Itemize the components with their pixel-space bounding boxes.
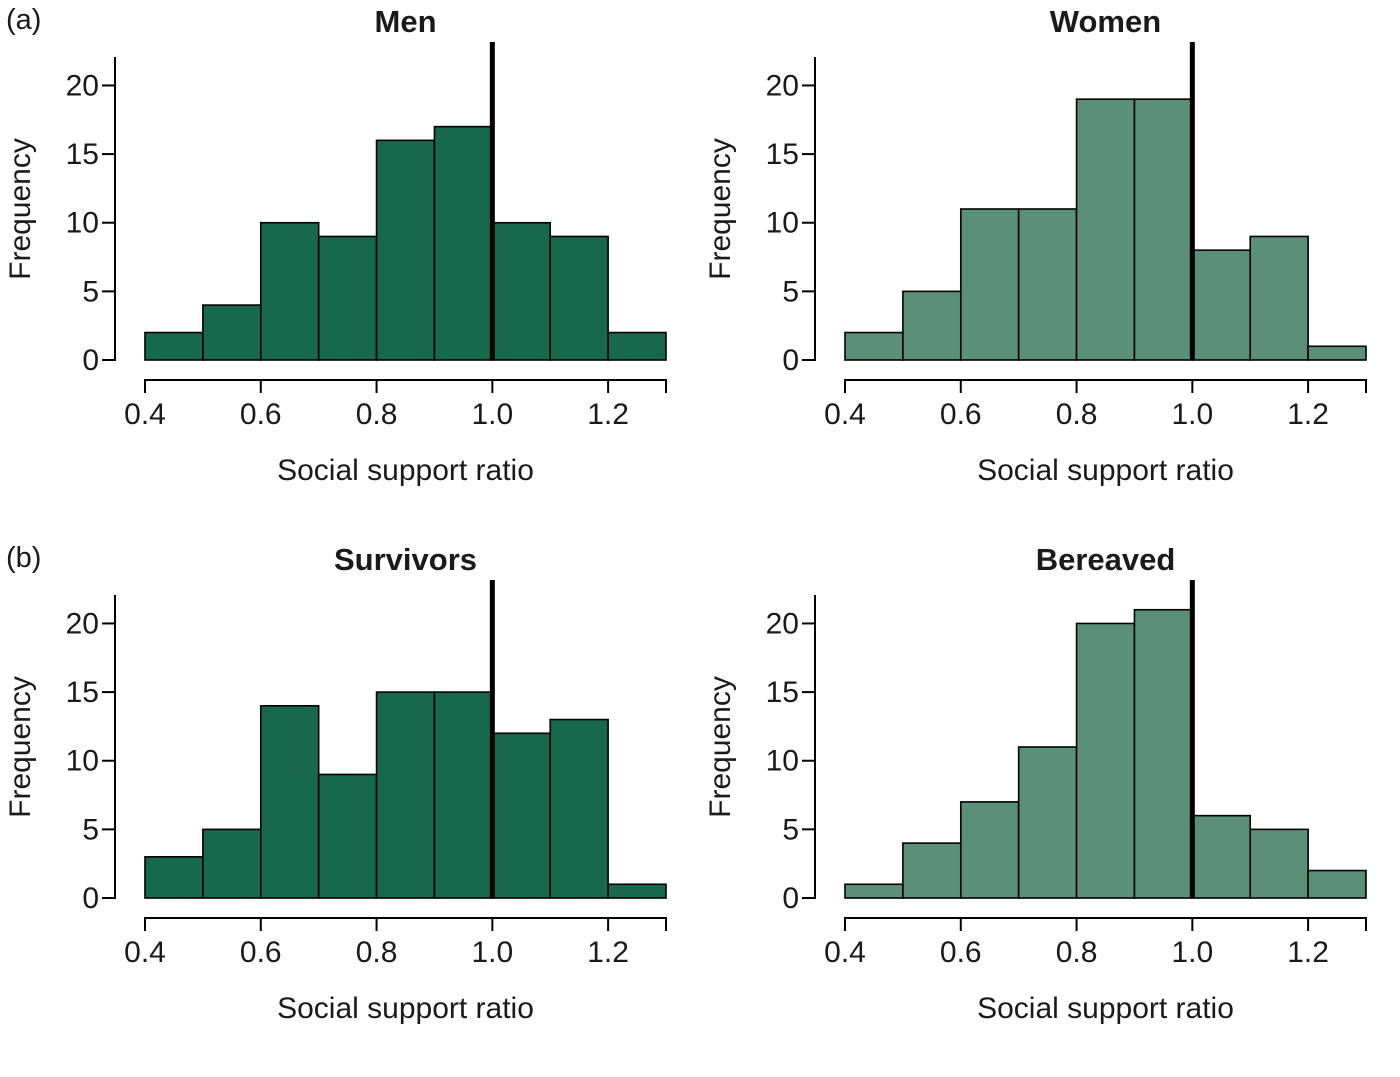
x-tick-label: 0.4 [124, 936, 166, 969]
histogram-bar [844, 883, 904, 899]
y-tick-label: 20 [66, 69, 99, 102]
men-plot-area: 0 5 10 15 20 0.4 0.6 0.8 1.0 1.2 Men Social support… [4, 4, 667, 487]
chart-title: Men [375, 4, 437, 39]
x-axis-label: Social support ratio [977, 454, 1234, 487]
x-axis-label: Social support ratio [277, 992, 534, 1025]
histogram-bar [375, 691, 436, 899]
y-axis-label: Frequency [4, 676, 37, 818]
x-tick-label: 0.6 [240, 398, 282, 431]
y-tick-label: 15 [766, 676, 799, 709]
histogram-bar [607, 331, 667, 361]
histogram-bar [549, 235, 609, 361]
histogram-bar [491, 221, 552, 361]
histogram-bar [433, 691, 494, 899]
y-tick-label: 15 [66, 676, 99, 709]
x-tick-label: 0.6 [240, 936, 282, 969]
panel-label-b: (b) [6, 542, 42, 574]
histogram-bar [959, 208, 1020, 361]
women-plot-area: 0 5 10 15 20 0.4 0.6 0.8 1.0 1.2 Women Social suppo… [704, 4, 1367, 487]
histogram-bar [1191, 249, 1252, 361]
x-tick-label: 0.4 [824, 398, 866, 431]
histogram-bar [1307, 869, 1367, 899]
x-tick-label: 1.2 [1287, 936, 1329, 969]
x-tick-label: 0.6 [940, 936, 982, 969]
panel-label-a: (a) [6, 4, 42, 36]
y-tick-label: 0 [82, 344, 99, 377]
x-tick-label: 1.0 [1171, 936, 1213, 969]
y-tick-label: 10 [766, 207, 799, 240]
histogram-bar [433, 125, 494, 361]
histogram-bar [259, 705, 320, 899]
y-tick-label: 5 [782, 813, 799, 846]
histogram-bar [549, 718, 609, 899]
y-tick-label: 15 [766, 138, 799, 171]
x-axis-label: Social support ratio [977, 992, 1234, 1025]
chart-title: Survivors [334, 542, 477, 577]
histogram-bar [491, 732, 552, 899]
x-tick-label: 1.0 [1171, 398, 1213, 431]
histogram-bar [1307, 345, 1367, 361]
histogram-bar [1133, 98, 1194, 361]
histogram-bar [902, 842, 962, 899]
x-tick-label: 0.4 [824, 936, 866, 969]
histogram-women: 0 5 10 15 20 0.4 0.6 0.8 1.0 1.2 Women Social suppo… [700, 0, 1400, 538]
histogram-bar [1075, 622, 1136, 899]
histogram-bar [317, 235, 378, 361]
y-tick-label: 10 [66, 207, 99, 240]
y-tick-label: 5 [782, 275, 799, 308]
histogram-bar [144, 331, 204, 361]
x-tick-label: 0.6 [940, 398, 982, 431]
histogram-bar [375, 139, 436, 361]
y-tick-label: 10 [766, 745, 799, 778]
histogram-bar [202, 304, 262, 361]
x-tick-label: 1.2 [587, 936, 629, 969]
histogram-bar [317, 773, 378, 899]
histogram-bar [202, 828, 262, 899]
x-tick-label: 0.8 [1056, 936, 1098, 969]
y-tick-label: 0 [782, 882, 799, 915]
y-tick-label: 15 [66, 138, 99, 171]
x-tick-label: 0.8 [1056, 398, 1098, 431]
histogram-bar [259, 221, 320, 361]
histogram-bar [1133, 608, 1194, 899]
chart-title: Women [1050, 4, 1161, 39]
y-tick-label: 0 [782, 344, 799, 377]
histogram-bar [144, 856, 204, 899]
histogram-bar [1249, 235, 1309, 361]
x-tick-label: 0.4 [124, 398, 166, 431]
histogram-bar [607, 883, 667, 899]
y-tick-label: 5 [82, 813, 99, 846]
y-axis-label: Frequency [704, 676, 737, 818]
histogram-bar [1249, 828, 1309, 899]
histogram-bar [1017, 208, 1078, 361]
survivors-plot-area: 0 5 10 15 20 0.4 0.6 0.8 1.0 1.2 Survivors Social s… [4, 542, 667, 1025]
x-tick-label: 1.2 [587, 398, 629, 431]
chart-title: Bereaved [1036, 542, 1176, 577]
x-tick-label: 1.0 [471, 398, 513, 431]
histogram-bar [844, 331, 904, 361]
histogram-bar [1075, 98, 1136, 361]
x-tick-label: 0.8 [356, 936, 398, 969]
y-tick-label: 10 [66, 745, 99, 778]
y-tick-label: 5 [82, 275, 99, 308]
y-tick-label: 20 [766, 69, 799, 102]
x-tick-label: 0.8 [356, 398, 398, 431]
y-tick-label: 20 [766, 607, 799, 640]
histogram-bereaved: 0 5 10 15 20 0.4 0.6 0.8 1.0 1.2 Bereaved Social su… [700, 538, 1400, 1077]
x-tick-label: 1.2 [1287, 398, 1329, 431]
histogram-survivors: 0 5 10 15 20 0.4 0.6 0.8 1.0 1.2 Survivors Social s… [0, 538, 700, 1077]
y-axis-label: Frequency [704, 138, 737, 280]
bereaved-plot-area: 0 5 10 15 20 0.4 0.6 0.8 1.0 1.2 Bereaved Social su… [704, 542, 1367, 1025]
y-tick-label: 20 [66, 607, 99, 640]
y-tick-label: 0 [82, 882, 99, 915]
y-axis-label: Frequency [4, 138, 37, 280]
x-tick-label: 1.0 [471, 936, 513, 969]
histogram-bar [902, 290, 962, 361]
histogram-bar [959, 801, 1020, 899]
histogram-bar [1191, 814, 1252, 899]
x-axis-label: Social support ratio [277, 454, 534, 487]
histogram-men: 0 5 10 15 20 0.4 0.6 0.8 1.0 1.2 Men Social support… [0, 0, 700, 538]
histogram-bar [1017, 746, 1078, 899]
